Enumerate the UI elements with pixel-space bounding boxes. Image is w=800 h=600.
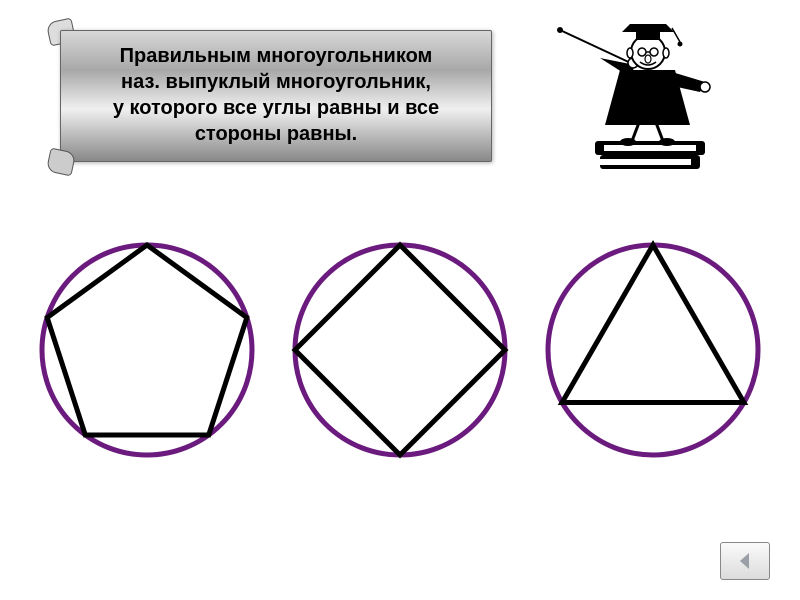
back-button[interactable]: [720, 542, 770, 580]
definition-text: Правильным многоугольником наз. выпуклый…: [75, 43, 477, 147]
circumscribed-circle: [295, 245, 505, 455]
professor-icon: [540, 10, 740, 180]
chevron-left-icon: [735, 551, 755, 571]
banner-line2: наз. выпуклый многоугольник,: [121, 71, 431, 93]
banner-line3: у которого все углы равны и все: [113, 97, 439, 119]
banner-line1: Правильным многоугольником: [120, 45, 433, 67]
shape-triangle: [533, 230, 773, 470]
banner-line4: стороны равны.: [195, 123, 357, 145]
definition-banner: Правильным многоугольником наз. выпуклый…: [60, 30, 492, 162]
shapes-row: [20, 220, 780, 480]
shape-square: [280, 230, 520, 470]
circumscribed-circle: [42, 245, 252, 455]
shape-pentagon: [27, 230, 267, 470]
circumscribed-circle: [548, 245, 758, 455]
